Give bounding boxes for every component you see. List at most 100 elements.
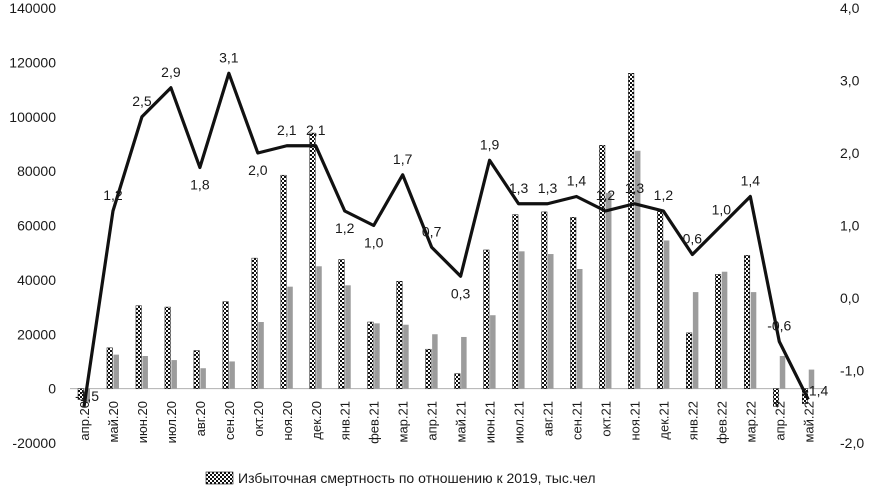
gray-bar-series	[84, 150, 815, 403]
x-tick-label: фев.21	[367, 401, 382, 444]
line-data-label: 2,5	[132, 93, 152, 109]
x-tick-label: окт.21	[598, 401, 613, 437]
x-tick-label: янв.22	[685, 401, 700, 440]
legend-swatch	[205, 471, 234, 485]
y-right-tick-label: -1,0	[840, 363, 864, 379]
x-tick-label: май.21	[454, 401, 469, 443]
y-right-tick-label: 1,0	[840, 218, 860, 234]
x-tick-label: май.22	[801, 401, 816, 443]
left-axis-ticks: -20000 0 20000 40000 60000 80000 100000 120000 1…	[9, 0, 56, 451]
gray-bar	[287, 286, 293, 389]
gray-bar	[721, 271, 728, 389]
x-tick-label: фев.22	[714, 401, 729, 444]
y-right-tick-label: 4,0	[840, 0, 860, 16]
gray-bar	[229, 361, 235, 389]
gray-bar	[490, 315, 496, 389]
x-tick-label: ноя.21	[627, 401, 642, 441]
gray-bar	[663, 240, 670, 389]
line-data-label: -0,6	[767, 318, 791, 334]
y-left-tick-label: 60000	[17, 218, 56, 234]
x-tick-label: сен.20	[222, 401, 237, 440]
gray-bar	[605, 192, 612, 389]
line-data-label: 2,1	[306, 122, 326, 138]
checkered-bar	[309, 132, 316, 389]
checkered-bar	[454, 373, 461, 389]
y-left-tick-label: 0	[48, 381, 56, 397]
x-tick-label: май.20	[106, 401, 121, 443]
checkered-bar	[77, 388, 84, 400]
line-data-label: 0,3	[451, 285, 471, 301]
checkered-bar	[628, 73, 635, 389]
gray-bar	[345, 285, 351, 389]
checkered-bar	[715, 274, 722, 389]
line-data-label: 1,0	[712, 202, 732, 218]
x-tick-label: июл.20	[164, 401, 179, 443]
y-left-tick-label: 40000	[17, 272, 56, 288]
gray-bar	[142, 356, 148, 389]
right-axis-ticks: -2,0 -1,0 0,0 1,0 2,0 3,0 4,0	[840, 0, 864, 451]
y-left-tick-label: 80000	[17, 163, 56, 179]
line-data-label: 1,2	[596, 187, 616, 203]
checkered-bar	[599, 145, 606, 389]
checkered-bar	[570, 217, 577, 389]
line-data-label: -1,5	[75, 388, 99, 404]
line-data-label: 1,3	[625, 180, 645, 196]
checkered-bar	[744, 255, 751, 389]
y-right-tick-label: 0,0	[840, 290, 860, 306]
checkered-bar	[251, 257, 258, 389]
x-tick-label: дек.20	[309, 401, 324, 440]
line-data-label: -1,4	[804, 383, 828, 399]
x-tick-label: ноя.20	[280, 401, 295, 441]
line-data-label: 1,2	[335, 220, 355, 236]
line-data-label: 1,7	[393, 151, 413, 167]
gray-bar	[461, 336, 467, 389]
x-tick-label: мар.21	[396, 401, 411, 442]
checkered-bar	[541, 211, 548, 389]
checkered-bar	[222, 301, 229, 389]
line-data-label: 2,0	[248, 162, 268, 178]
legend-label: Избыточная смертность по отношению к 201…	[238, 470, 596, 486]
line-data-label: 1,9	[480, 136, 500, 152]
x-tick-label: апр.20	[77, 401, 92, 441]
checkered-bar	[483, 249, 490, 389]
checkered-bar-series	[77, 73, 808, 407]
checkered-bar	[164, 306, 171, 389]
line-data-label: 1,8	[190, 177, 210, 193]
gray-bar	[171, 360, 177, 389]
checkered-bar	[396, 280, 403, 389]
line-data-label: 1,2	[654, 187, 674, 203]
gray-bar	[316, 266, 322, 389]
legend: Избыточная смертность по отношению к 201…	[205, 470, 596, 486]
line-data-label: 3,1	[219, 49, 239, 65]
gray-bar	[692, 292, 699, 389]
y-left-tick-label: 140000	[9, 0, 56, 16]
gray-bar	[576, 269, 583, 389]
checkered-bar	[193, 350, 200, 389]
gray-bar	[200, 368, 206, 389]
gray-bar	[548, 254, 554, 389]
x-tick-label: июл.21	[512, 401, 527, 443]
gray-bar	[374, 323, 380, 389]
x-tick-label: окт.20	[251, 401, 266, 437]
gray-bar	[779, 356, 786, 389]
x-tick-label: апр.21	[425, 401, 440, 441]
line-data-label: 1,4	[741, 173, 761, 189]
x-tick-label: авг.20	[193, 401, 208, 436]
gray-bar	[403, 324, 409, 389]
line-data-label: 2,1	[277, 122, 297, 138]
line-data-label: 1,4	[567, 173, 587, 189]
line-data-labels: -1,5 1,2 2,5 2,9 1,8 3,1 2,0 2,1 2,1 1,2 1,0 1,7 0,7…	[75, 49, 829, 404]
x-tick-label: мар.22	[743, 401, 758, 442]
x-tick-label: апр.22	[772, 401, 787, 441]
line-data-label: 1,2	[103, 187, 123, 203]
line-data-label: 1,3	[509, 180, 529, 196]
x-tick-label: дек.21	[656, 401, 671, 440]
line-data-label: 0,6	[683, 231, 703, 247]
gray-bar	[258, 322, 264, 389]
x-tick-label: июн.21	[483, 401, 498, 443]
line-series	[82, 71, 810, 407]
y-left-tick-label: 120000	[9, 54, 56, 70]
line-data-label: 0,7	[422, 223, 442, 239]
gray-bar	[634, 150, 641, 389]
